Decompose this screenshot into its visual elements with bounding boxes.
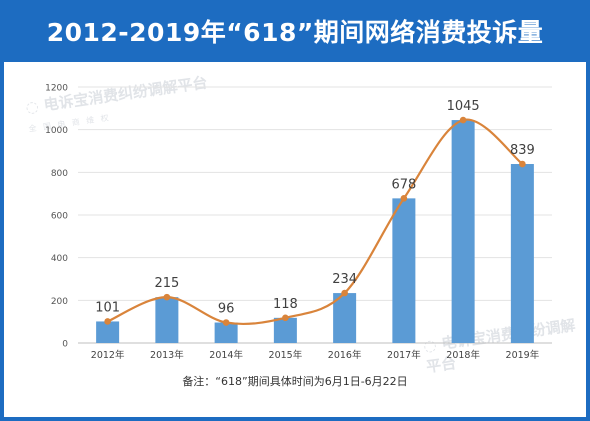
x-tick-label: 2016年 bbox=[328, 349, 362, 361]
data-label: 118 bbox=[273, 297, 298, 312]
line-point-marker bbox=[400, 195, 408, 202]
line-point-marker bbox=[282, 314, 289, 322]
x-axis-ticks: 2012年 2013年 2014年 2015年 2016年 2017年 2018年 2019年 bbox=[91, 349, 540, 361]
bar bbox=[333, 293, 357, 343]
y-tick-label: 200 bbox=[51, 297, 68, 307]
y-tick-label: 1200 bbox=[45, 84, 68, 94]
x-tick-label: 2015年 bbox=[269, 349, 303, 361]
data-label: 1045 bbox=[447, 99, 480, 114]
line-point-marker bbox=[519, 160, 526, 168]
line-point-marker bbox=[163, 293, 171, 301]
x-tick-label: 2017年 bbox=[387, 349, 421, 361]
bar bbox=[96, 321, 120, 343]
data-label: 839 bbox=[510, 143, 535, 158]
title-banner: 2012-2019年“618”期间网络消费投诉量 bbox=[0, 0, 590, 62]
bar bbox=[510, 164, 534, 343]
y-tick-label: 800 bbox=[51, 169, 68, 179]
bar bbox=[273, 317, 297, 343]
trend-line bbox=[104, 116, 526, 326]
chart-title: 2012-2019年“618”期间网络消费投诉量 bbox=[46, 18, 544, 47]
data-label: 96 bbox=[218, 302, 235, 317]
data-label: 678 bbox=[391, 177, 416, 192]
bar bbox=[451, 120, 475, 343]
x-tick-label: 2013年 bbox=[150, 349, 184, 361]
x-tick-label: 2014年 bbox=[209, 349, 243, 361]
y-axis-ticks: 0 200 400 600 800 1000 1200 bbox=[45, 84, 68, 350]
x-tick-label: 2018年 bbox=[446, 349, 480, 361]
line-point-marker bbox=[341, 289, 348, 297]
data-label: 234 bbox=[332, 272, 357, 287]
line-point-marker bbox=[459, 116, 467, 124]
x-tick-label: 2012年 bbox=[91, 349, 125, 361]
chart-panel: ◌ 电诉宝消费纠纷调解平台全 国 电 商 维 权 ◌ 电诉宝消费纠纷调解平台 bbox=[4, 62, 586, 417]
line-point-marker bbox=[222, 319, 230, 326]
y-tick-label: 600 bbox=[51, 212, 68, 222]
chart-footnote: 备注：“618”期间具体时间为6月1日-6月22日 bbox=[182, 375, 408, 388]
bar bbox=[392, 198, 416, 343]
y-tick-label: 1000 bbox=[45, 126, 68, 136]
data-labels: 101 215 96 118 234 678 1045 839 bbox=[95, 99, 535, 316]
bar bbox=[214, 322, 238, 343]
bar bbox=[155, 297, 179, 343]
x-tick-label: 2019年 bbox=[506, 349, 540, 361]
data-label: 101 bbox=[95, 300, 120, 315]
line-point-marker bbox=[104, 318, 111, 325]
y-tick-label: 400 bbox=[51, 254, 68, 264]
data-label: 215 bbox=[154, 276, 179, 291]
bars bbox=[96, 120, 534, 343]
y-tick-label: 0 bbox=[62, 340, 68, 350]
